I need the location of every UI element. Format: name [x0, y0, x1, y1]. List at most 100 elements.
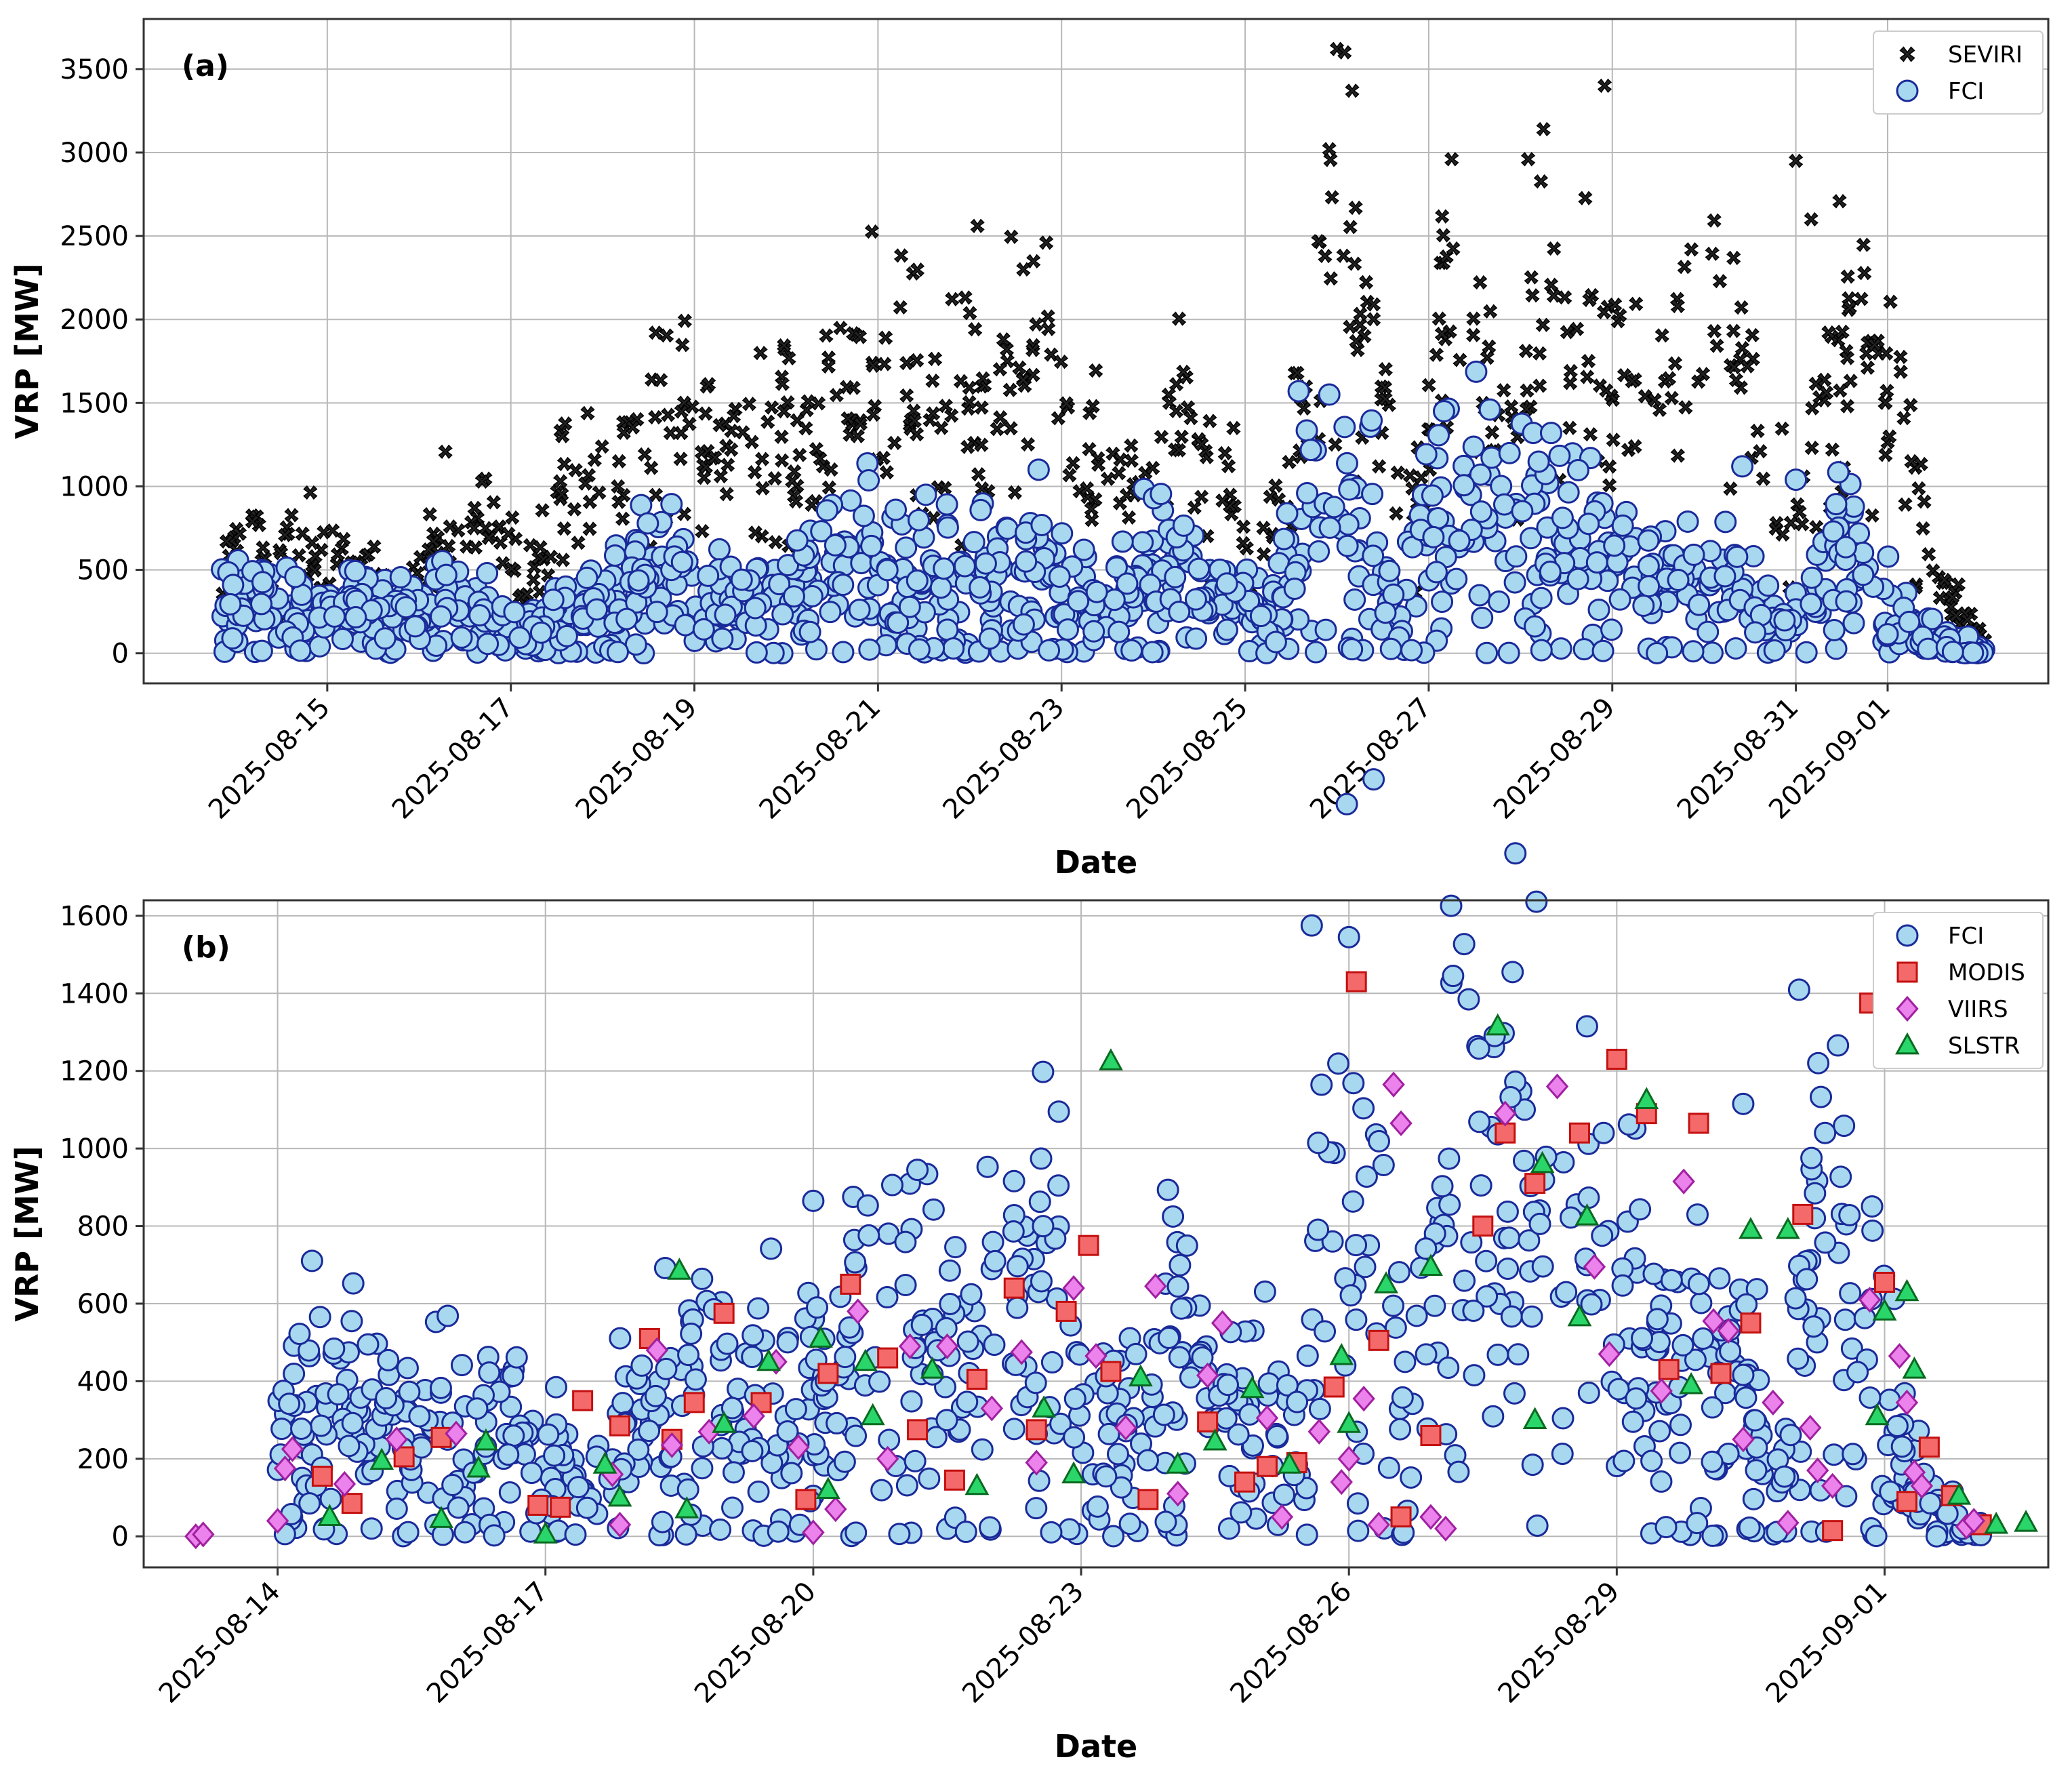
- point-fci: [954, 1521, 977, 1544]
- point-seviri: [1020, 437, 1036, 452]
- point-fci: [1640, 1449, 1663, 1472]
- point-viirs: [802, 1519, 825, 1546]
- point-fci: [1002, 1418, 1025, 1441]
- panel-a-label: (a): [182, 49, 229, 83]
- point-seviri: [813, 451, 828, 466]
- point-fci: [429, 1376, 452, 1399]
- point-seviri: [893, 248, 909, 263]
- point-fci: [397, 1521, 420, 1544]
- point-seviri: [1525, 288, 1540, 303]
- point-seviri: [1661, 371, 1677, 386]
- point-fci: [1490, 475, 1513, 498]
- point-fci: [1415, 1237, 1438, 1260]
- point-seviri: [1893, 349, 1908, 365]
- point-fci: [983, 1249, 1007, 1272]
- point-seviri: [1860, 360, 1875, 376]
- point-fci: [1785, 468, 1808, 491]
- point-fci: [478, 1361, 501, 1384]
- point-fci: [936, 618, 959, 641]
- point-fci: [1265, 1424, 1288, 1447]
- point-seviri: [653, 373, 668, 388]
- point-seviri: [821, 480, 836, 495]
- point-modis: [1197, 1411, 1219, 1432]
- point-fci: [1024, 1371, 1047, 1394]
- point-seviri: [278, 527, 293, 542]
- point-modis: [1025, 1419, 1047, 1441]
- point-fci: [396, 1357, 419, 1380]
- point-seviri: [1606, 433, 1621, 447]
- point-fci: [1382, 1294, 1405, 1317]
- point-seviri: [1695, 367, 1711, 382]
- point-fci: [1295, 419, 1318, 442]
- point-seviri: [1322, 142, 1337, 157]
- point-fci: [1835, 1485, 1858, 1508]
- point-fci: [1497, 1257, 1520, 1280]
- point-seviri: [1378, 391, 1393, 407]
- point-fci: [838, 1316, 861, 1339]
- point-fci: [1082, 620, 1105, 643]
- panel-a-axes-frame: [142, 18, 2050, 685]
- point-viirs: [935, 1333, 959, 1359]
- y-tick-label: 500: [77, 555, 129, 586]
- point-fci: [1335, 792, 1358, 816]
- point-fci: [651, 1510, 674, 1533]
- point-fci: [1688, 593, 1711, 616]
- point-fci: [1170, 1297, 1193, 1320]
- point-seviri: [1389, 506, 1404, 521]
- point-seviri: [1187, 500, 1202, 515]
- point-fci: [1773, 1465, 1796, 1488]
- point-seviri: [1431, 311, 1446, 326]
- point-fci: [222, 574, 245, 597]
- point-fci: [996, 517, 1019, 540]
- point-fci: [1731, 455, 1754, 478]
- point-seviri: [735, 425, 750, 440]
- point-fci: [1063, 1426, 1086, 1449]
- legend-marker-shape: [1896, 924, 1919, 947]
- point-fci: [1347, 1519, 1370, 1542]
- point-fci: [1551, 506, 1574, 529]
- point-fci: [1047, 1174, 1070, 1197]
- point-seviri: [1145, 460, 1160, 475]
- point-fci: [1168, 601, 1191, 624]
- point-fci: [1527, 450, 1550, 473]
- point-fci: [1286, 1390, 1309, 1413]
- point-fci: [1549, 637, 1572, 660]
- point-fci: [1531, 1255, 1554, 1278]
- point-fci: [1631, 1327, 1654, 1350]
- point-fci: [1787, 978, 1810, 1001]
- point-fci: [677, 1344, 700, 1367]
- point-modis: [1420, 1424, 1442, 1446]
- point-slstr: [369, 1447, 394, 1470]
- point-seviri: [1652, 402, 1667, 418]
- point-seviri: [273, 546, 289, 561]
- point-seviri: [720, 458, 735, 473]
- point-modis: [1896, 1491, 1917, 1512]
- point-fci: [747, 1297, 770, 1320]
- point-fci: [1833, 1308, 1856, 1331]
- point-seviri: [792, 447, 807, 462]
- point-fci: [357, 1333, 380, 1356]
- point-slstr: [592, 1451, 617, 1474]
- point-seviri: [1435, 209, 1450, 224]
- series-viirs: [184, 1071, 1985, 1550]
- point-fci: [638, 1420, 661, 1443]
- point-fci: [1539, 422, 1562, 445]
- point-fci: [1800, 566, 1823, 589]
- point-fci: [1168, 1346, 1191, 1369]
- point-viirs: [1255, 1405, 1279, 1431]
- point-seviri: [1728, 372, 1744, 388]
- point-seviri: [1180, 400, 1196, 415]
- point-seviri: [1171, 443, 1187, 458]
- point-seviri: [1580, 369, 1595, 384]
- point-seviri: [1402, 468, 1417, 483]
- point-fci: [1423, 1294, 1446, 1317]
- point-modis: [817, 1363, 839, 1384]
- point-seviri: [1520, 152, 1536, 167]
- point-seviri: [1795, 517, 1810, 531]
- point-modis: [1390, 1506, 1412, 1528]
- point-fci: [1734, 1386, 1758, 1409]
- y-tick-label: 800: [77, 1211, 129, 1243]
- point-seviri: [648, 325, 664, 340]
- legend-marker-fci-a: [1896, 79, 1919, 102]
- point-modis: [572, 1390, 594, 1411]
